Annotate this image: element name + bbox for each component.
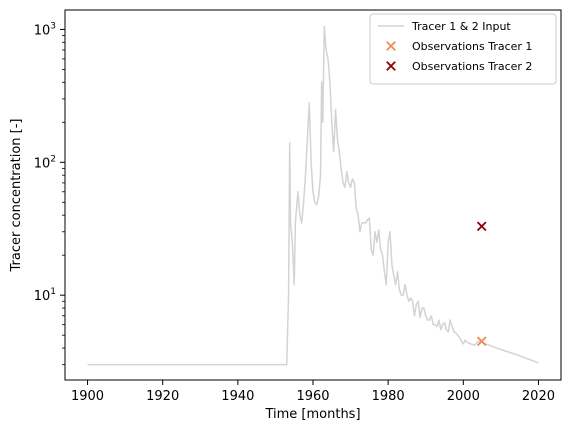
x-tick-label: 1920 bbox=[146, 389, 179, 404]
observation-marker bbox=[476, 336, 487, 347]
y-axis-label: Tracer concentration [-] bbox=[9, 119, 24, 273]
y-tick-label: 103 bbox=[34, 21, 56, 38]
x-tick-label: 2000 bbox=[447, 389, 480, 404]
x-axis-label: Time [months] bbox=[264, 407, 360, 422]
observation-marker bbox=[476, 221, 487, 232]
legend-label: Observations Tracer 2 bbox=[412, 60, 532, 73]
legend-label: Tracer 1 & 2 Input bbox=[411, 20, 511, 33]
series-layer bbox=[87, 25, 539, 366]
legend-frame bbox=[369, 13, 557, 85]
x-tick-label: 1900 bbox=[71, 389, 104, 404]
observation-marker-stroke-b bbox=[476, 221, 487, 232]
legend: Tracer 1 & 2 Input Observations Tracer 1 O… bbox=[369, 13, 557, 85]
x-axis: 1900 1920 1940 1960 1980 2000 2020 bbox=[71, 380, 555, 404]
legend-handle-marker bbox=[386, 41, 396, 51]
y-tick-label: 102 bbox=[34, 154, 56, 171]
series-line-tracer-input bbox=[87, 25, 539, 366]
legend-handle-marker bbox=[386, 61, 396, 71]
legend-handle-marker-stroke-b bbox=[386, 41, 396, 51]
legend-handle-marker-stroke-b bbox=[386, 61, 396, 71]
x-tick-label: 1960 bbox=[296, 389, 329, 404]
x-tick-label: 1980 bbox=[372, 389, 405, 404]
x-tick-label: 1940 bbox=[221, 389, 254, 404]
x-tick-label: 2020 bbox=[522, 389, 555, 404]
y-axis: 101 102 103 bbox=[34, 21, 65, 366]
observation-marker-stroke-b bbox=[476, 336, 487, 347]
legend-label: Observations Tracer 1 bbox=[412, 40, 532, 53]
y-tick-label: 101 bbox=[34, 287, 56, 304]
